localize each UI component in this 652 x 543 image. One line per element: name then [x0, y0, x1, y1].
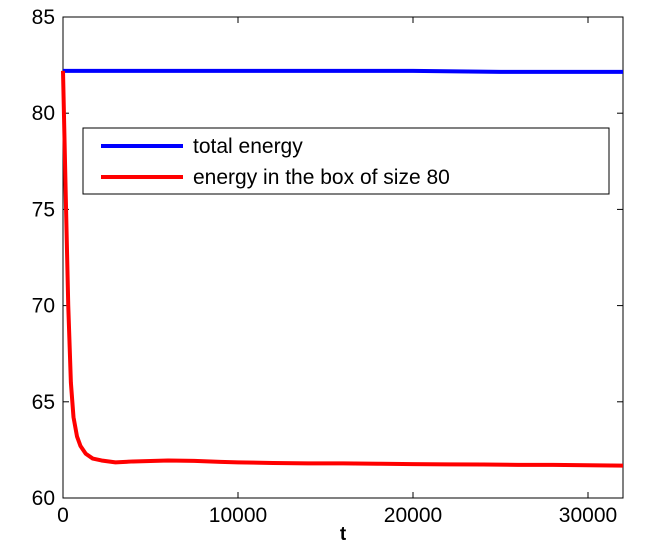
y-tick-label: 60: [32, 487, 55, 510]
legend-box: [82, 127, 610, 195]
y-tick-label: 75: [32, 198, 55, 221]
legend-label-total-energy: total energy: [193, 135, 303, 158]
series-line-total-energy: [63, 68, 623, 74]
tick-labels: 0 10000 20000 30000 60 65 70 75 80 85: [32, 6, 618, 527]
y-tick-label: 70: [32, 295, 55, 318]
legend-label-energy-box: energy in the box of size 80: [193, 166, 450, 189]
x-tick-label: 10000: [209, 504, 267, 527]
plot-area: [62, 16, 624, 499]
y-tick-label: 80: [32, 102, 55, 125]
y-tick-label: 85: [32, 6, 55, 29]
x-tick-label: 0: [57, 504, 69, 527]
legend: total energy energy in the box of size 8…: [82, 127, 610, 195]
x-axis-label: t: [340, 524, 347, 543]
y-tick-label: 65: [32, 391, 55, 414]
series-lines: [61, 68, 624, 468]
series-line-energy-in-box: [61, 70, 624, 468]
x-tick-label: 20000: [384, 504, 442, 527]
x-tick-label: 30000: [559, 504, 617, 527]
